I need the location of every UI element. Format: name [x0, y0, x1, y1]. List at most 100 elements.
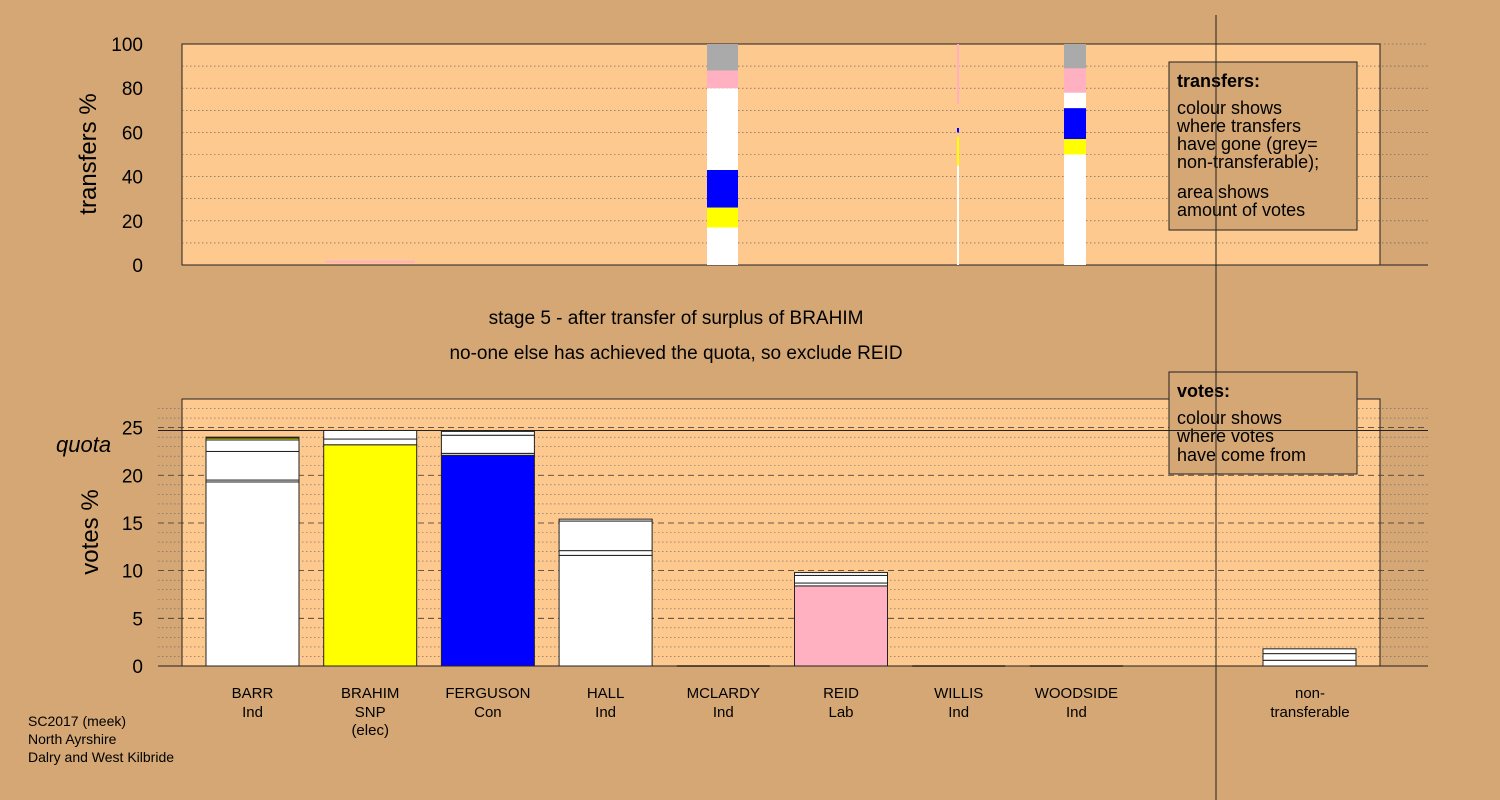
transfer-segment [957, 165, 959, 265]
transfers-bars [325, 44, 1086, 265]
candidate-party: Ind [948, 704, 969, 721]
footer-ward: Dalry and West Kilbride [28, 749, 174, 765]
candidate-party: Ind [595, 704, 616, 721]
candidate-name: WOODSIDE [1035, 685, 1118, 702]
candidate-name: HALL [587, 685, 625, 702]
transfers-legend-line: colour shows [1177, 98, 1282, 118]
transfer-segment [1064, 154, 1086, 265]
votes-legend-line: colour shows [1177, 408, 1282, 428]
candidate-name: WILLIS [934, 685, 983, 702]
y-tick-label: 60 [122, 123, 143, 144]
vote-segment [794, 585, 888, 667]
transfer-segment [707, 44, 738, 71]
candidate-party: Ind [1066, 704, 1087, 721]
candidate-party: Ind [242, 704, 263, 721]
footer-election: SC2017 (meek) [28, 713, 126, 729]
transfers-y-axis-label: transfers % [75, 93, 102, 214]
transfers-legend-line: area shows [1177, 182, 1269, 202]
quota-label: quota [56, 432, 111, 457]
transfer-segment [707, 207, 738, 228]
vote-segment [205, 436, 300, 439]
transfers-grid [182, 43, 1428, 266]
vote-segment [558, 554, 653, 667]
candidate-name: FERGUSON [445, 685, 530, 702]
transfer-segment [707, 227, 738, 265]
vote-segment [794, 572, 888, 576]
transfer-segment [957, 44, 959, 104]
vote-segment [794, 574, 888, 584]
y-tick-label: 5 [132, 609, 143, 630]
vote-bar-hall [558, 518, 653, 667]
vote-segment [323, 438, 418, 446]
transfers-legend-line: where transfers [1176, 116, 1301, 136]
y-tick-label: 100 [111, 35, 143, 56]
vote-segment [323, 429, 418, 440]
vote-segment [558, 518, 653, 522]
transfer-column-willis [957, 44, 959, 265]
y-tick-label: 20 [122, 466, 143, 487]
transfer-segment [707, 169, 738, 208]
votes-y-ticks: 0 5 10 15 20 25 [122, 419, 143, 678]
vote-bar-nontransferable [1262, 648, 1357, 667]
vote-segment [1262, 659, 1357, 667]
y-tick-label: 25 [122, 419, 143, 440]
candidate-name: MCLARDY [687, 685, 760, 702]
stage-title: stage 5 - after transfer of surplus of B… [489, 308, 864, 329]
transfer-segment [707, 70, 738, 89]
candidate-party: Con [474, 704, 502, 721]
transfer-column-reid [707, 44, 738, 265]
candidate-name: BARR [232, 685, 274, 702]
vote-segment [1262, 653, 1357, 661]
footer-council: North Ayrshire [28, 731, 117, 747]
transfers-legend-line: have gone (grey= [1177, 134, 1318, 154]
transfers-legend-line: amount of votes [1177, 200, 1305, 220]
transfer-column-woodside [1064, 44, 1086, 265]
candidate-party: SNP [355, 704, 386, 721]
candidate-party: Lab [828, 704, 853, 721]
transfer-segment [1064, 139, 1086, 155]
y-tick-label: 10 [122, 562, 143, 583]
vote-segment [558, 550, 653, 556]
transfer-segment [1064, 92, 1086, 109]
vote-bar-reid [794, 572, 888, 667]
transfers-panel: 0 20 40 60 80 100 transfers % transfers: colo… [75, 35, 1428, 277]
candidate-name: REID [823, 685, 859, 702]
transfer-segment [957, 127, 959, 133]
transfers-legend-box: transfers: colour shows where transfers … [1168, 61, 1358, 231]
votes-y-axis-label: votes % [77, 489, 104, 574]
candidate-party: Ind [713, 704, 734, 721]
votes-legend-box: votes: colour shows where votes have com… [1168, 371, 1358, 475]
transfer-segment [707, 88, 738, 170]
votes-bars [205, 429, 1357, 667]
y-tick-label: 15 [122, 514, 143, 535]
votes-legend-line: where votes [1176, 426, 1274, 446]
y-tick-label: 80 [122, 79, 143, 100]
transfers-legend-line: non-transferable); [1177, 152, 1319, 172]
nontransferable-label: transferable [1270, 704, 1349, 721]
transfer-segment [1064, 44, 1086, 69]
transfer-column-brahim [325, 260, 415, 263]
vote-segment [440, 454, 535, 667]
vote-segment [440, 434, 535, 454]
vote-segment [205, 450, 300, 481]
votes-legend-line: have come from [1177, 445, 1306, 465]
vote-segment [558, 520, 653, 552]
nontransferable-label: non- [1295, 685, 1325, 702]
transfer-segment [957, 136, 959, 166]
vote-bar-brahim [323, 429, 418, 667]
y-tick-label: 20 [122, 212, 143, 233]
vote-bar-ferguson [440, 430, 535, 667]
vote-segment [205, 481, 300, 667]
y-tick-label: 40 [122, 168, 143, 189]
vote-bar-barr [205, 436, 300, 667]
vote-segment [440, 430, 535, 436]
y-tick-label: 0 [132, 256, 143, 277]
votes-x-labels: BARR Ind BRAHIM SNP(elec) FERGUSON Con HALL Ind… [232, 685, 1350, 739]
y-tick-label: 0 [132, 657, 143, 678]
vote-segment [205, 439, 300, 452]
transfers-legend-title: transfers: [1177, 71, 1260, 91]
transfer-segment [1064, 68, 1086, 93]
vote-segment [1262, 648, 1357, 655]
stage-subtitle: no-one else has achieved the quota, so e… [449, 343, 902, 364]
